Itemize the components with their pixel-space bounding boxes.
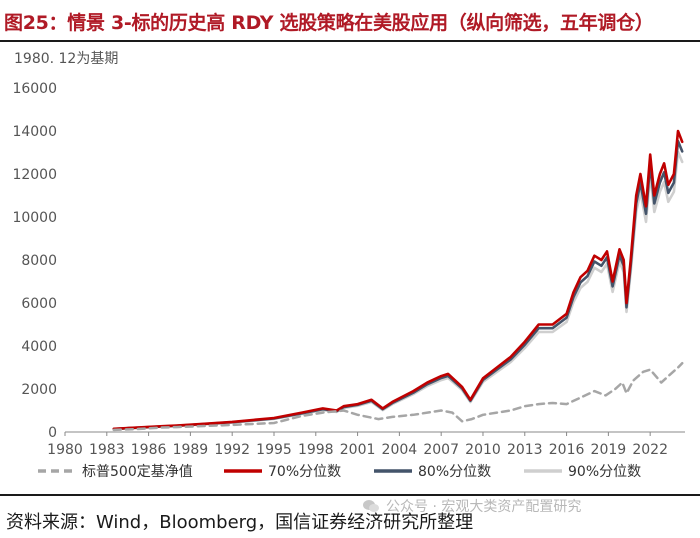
watermark: 公众号 · 宏观大类资产配置研究: [362, 496, 581, 516]
x-tick-label: 2013: [507, 442, 543, 458]
series-line-1: [112, 129, 684, 431]
x-tick-label: 1986: [131, 442, 167, 458]
legend-label-1: 70%分位数: [268, 464, 341, 480]
x-tick-label: 1995: [256, 442, 292, 458]
watermark-text: 公众号 · 宏观大类资产配置研究: [386, 499, 582, 515]
legend-label-0: 标普500定基净值: [82, 463, 193, 480]
x-tick-label: 2010: [465, 442, 501, 458]
y-tick-label: 0: [48, 425, 57, 441]
series-line-0: [112, 361, 684, 432]
x-tick-label: 1980: [47, 442, 83, 458]
y-tick-label: 10000: [12, 210, 57, 226]
y-tick-label: 2000: [21, 382, 57, 398]
x-tick-label: 2016: [549, 442, 585, 458]
x-tick-label: 1983: [89, 442, 125, 458]
x-tick-label: 1998: [298, 442, 334, 458]
x-tick-label: 1989: [173, 442, 209, 458]
x-tick-label: 1992: [214, 442, 250, 458]
source-note: 资料来源：Wind，Bloomberg，国信证券经济研究所整理: [6, 512, 474, 533]
footer-divider: [0, 494, 700, 496]
series-line-3: [112, 150, 684, 431]
x-tick-label: 2001: [340, 442, 376, 458]
figure-title: 图25：情景 3-标的历史高 RDY 选股策略在美股应用（纵向筛选，五年调仓）: [4, 12, 654, 34]
series-line-2: [112, 139, 684, 431]
y-tick-label: 14000: [12, 124, 57, 140]
x-tick-label: 2004: [382, 442, 418, 458]
y-tick-label: 6000: [21, 296, 57, 312]
y-tick-label: 4000: [21, 339, 57, 355]
y-tick-label: 12000: [12, 167, 57, 183]
title-bar: 图25：情景 3-标的历史高 RDY 选股策略在美股应用（纵向筛选，五年调仓）: [0, 0, 700, 42]
legend-label-2: 80%分位数: [418, 464, 491, 480]
x-tick-label: 2019: [591, 442, 627, 458]
legend-label-3: 90%分位数: [568, 464, 641, 480]
line-chart: 0 2000 4000 6000 8000 10000 12000 14000 16000 198…: [12, 81, 685, 480]
y-tick-label: 16000: [12, 81, 57, 97]
x-tick-label: 2007: [423, 442, 459, 458]
x-tick-label: 2022: [632, 442, 668, 458]
y-axis-base-note: 1980. 12为基期: [14, 51, 119, 67]
y-tick-label: 8000: [21, 253, 57, 269]
wechat-icon: [363, 500, 379, 512]
